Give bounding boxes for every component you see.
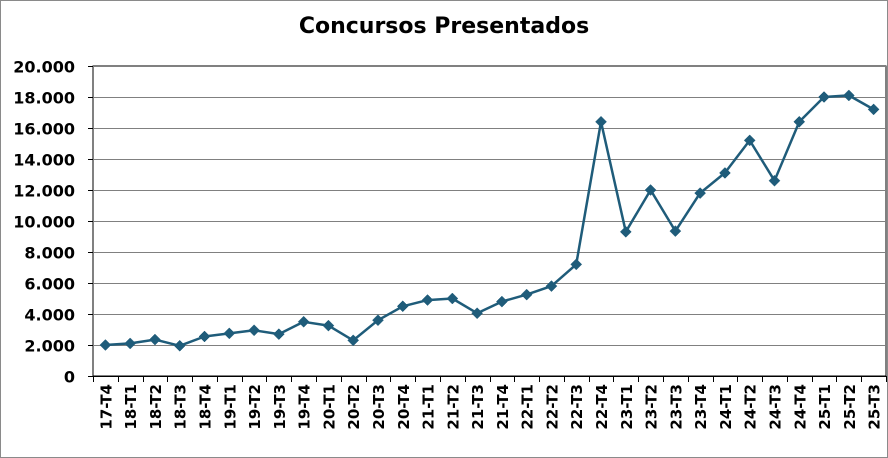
data-point-marker (173, 339, 186, 352)
x-tick-label: 22-T1 (519, 384, 537, 430)
y-tick-label: 16.000 (13, 120, 75, 139)
data-point-marker (619, 225, 632, 238)
y-tick-label: 10.000 (13, 213, 75, 232)
y-tick-label: 8.000 (24, 244, 75, 263)
data-point-marker (297, 315, 310, 328)
x-tick-label: 20-T2 (345, 384, 363, 430)
data-point-marker (248, 324, 260, 337)
x-tick-label: 22-T4 (593, 384, 611, 430)
x-tick-label: 20-T3 (370, 384, 388, 430)
data-point-marker (372, 314, 384, 327)
data-point-marker (273, 328, 285, 341)
x-tick-label: 19-T3 (271, 384, 289, 430)
data-point-marker (669, 225, 682, 237)
data-point-marker (867, 103, 880, 116)
x-tick-label: 21-T1 (420, 384, 438, 430)
y-tick-label: 18.000 (13, 89, 75, 108)
data-point-marker (694, 187, 706, 199)
x-tick-label: 18-T2 (147, 384, 165, 430)
x-tick-label: 17-T4 (97, 384, 115, 430)
x-tick-label: 21-T3 (469, 384, 487, 430)
x-tick-label: 23-T2 (643, 384, 661, 430)
y-tick-label: 0 (64, 368, 75, 387)
x-tick-label: 20-T4 (395, 384, 413, 430)
data-point-marker (99, 339, 112, 351)
x-tick-label: 18-T4 (197, 384, 215, 430)
x-tick-label: 19-T1 (221, 384, 239, 430)
data-point-marker (842, 89, 855, 102)
x-tick-label: 20-T1 (320, 384, 338, 430)
x-tick-label: 18-T1 (122, 384, 140, 430)
data-point-marker (223, 327, 236, 340)
x-tick-label: 18-T3 (172, 384, 190, 430)
x-tick-label: 24-T1 (717, 384, 735, 430)
x-tick-label: 21-T2 (444, 384, 462, 430)
x-tick-label: 19-T4 (296, 384, 314, 430)
x-tick-label: 19-T2 (246, 384, 264, 430)
data-point-marker (322, 319, 335, 332)
data-point-marker (198, 330, 211, 343)
y-tick-label: 6.000 (24, 275, 75, 294)
data-point-marker (793, 115, 806, 128)
data-point-marker (347, 334, 360, 347)
x-tick-label: 23-T3 (667, 384, 685, 430)
y-tick-label: 14.000 (13, 151, 75, 170)
data-point-marker (768, 174, 781, 187)
data-point-marker (595, 115, 607, 128)
x-tick-label: 24-T3 (766, 384, 784, 430)
y-tick-label: 12.000 (13, 182, 75, 201)
x-tick-label: 25-T1 (816, 384, 834, 430)
series-line (105, 94, 875, 348)
x-tick-label: 24-T4 (791, 384, 809, 430)
y-tick-label: 20.000 (13, 58, 75, 77)
data-point-marker (719, 167, 731, 179)
data-point-marker (446, 292, 459, 305)
x-tick-label: 23-T4 (692, 384, 710, 430)
x-tick-label: 22-T2 (543, 384, 561, 430)
data-point-marker (124, 337, 137, 350)
x-tick-label: 21-T4 (494, 384, 512, 430)
y-tick-label: 4.000 (24, 306, 75, 325)
x-tick-label: 23-T1 (618, 384, 636, 430)
x-tick-label: 25-T3 (866, 384, 884, 430)
x-tick-label: 24-T2 (742, 384, 760, 430)
data-point-marker (496, 295, 508, 308)
data-point-marker (421, 294, 434, 306)
data-point-marker (520, 288, 533, 301)
x-tick-label: 22-T3 (568, 384, 586, 430)
data-point-marker (396, 300, 409, 313)
data-point-marker (743, 134, 756, 147)
data-point-marker (570, 258, 583, 271)
data-point-marker (545, 280, 558, 292)
x-tick-label: 25-T2 (841, 384, 859, 430)
data-point-marker (149, 333, 161, 346)
data-point-marker (471, 307, 483, 320)
y-tick-label: 2.000 (24, 337, 75, 356)
data-point-marker (644, 184, 657, 196)
data-point-marker (818, 91, 830, 103)
chart-title: Concursos Presentados (298, 14, 590, 39)
